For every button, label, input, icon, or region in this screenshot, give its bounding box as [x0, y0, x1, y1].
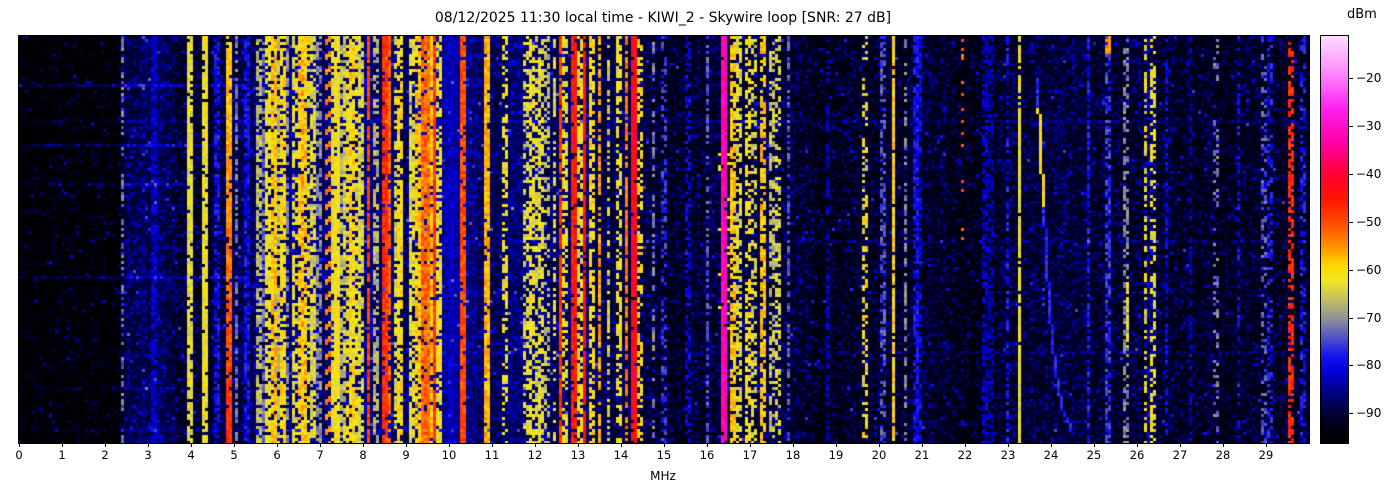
x-tick-mark: [836, 443, 837, 447]
x-tick-mark: [62, 443, 63, 447]
x-tick-mark: [492, 443, 493, 447]
colorbar-ticks: −20 −30 −40 −50 −60 −70 −80 −90: [1349, 35, 1399, 442]
x-tick-mark: [105, 443, 106, 447]
x-tick-label: 22: [957, 448, 973, 462]
x-tick-mark: [793, 443, 794, 447]
x-tick-mark: [234, 443, 235, 447]
waterfall-heatmap: [19, 36, 1309, 443]
x-axis-label: MHz: [650, 469, 676, 483]
x-tick-mark: [277, 443, 278, 447]
x-tick-mark: [621, 443, 622, 447]
x-tick-mark: [1008, 443, 1009, 447]
colorbar-unit-label: dBm: [1347, 7, 1377, 22]
colorbar-tick-mark: [1349, 413, 1353, 415]
colorbar-tick-label: −70: [1356, 310, 1382, 325]
colorbar-tick-mark: [1349, 173, 1353, 175]
x-tick-label: 21: [914, 448, 930, 462]
x-tick-mark: [750, 443, 751, 447]
x-tick-mark: [1137, 443, 1138, 447]
x-tick-mark: [148, 443, 149, 447]
x-tick-label: 11: [484, 448, 500, 462]
x-tick-mark: [1266, 443, 1267, 447]
colorbar-tick-mark: [1349, 317, 1353, 319]
colorbar-tick-label: −20: [1356, 71, 1382, 86]
x-tick-label: 7: [316, 448, 324, 462]
x-tick-mark: [1051, 443, 1052, 447]
x-tick-mark: [664, 443, 665, 447]
x-tick-label: 19: [828, 448, 844, 462]
colorbar-tick-mark: [1349, 365, 1353, 367]
colorbar-tick-label: −80: [1356, 358, 1382, 373]
x-tick-label: 26: [1129, 448, 1145, 462]
colorbar-tick-mark: [1349, 78, 1353, 80]
x-tick-mark: [19, 443, 20, 447]
x-tick-label: 5: [230, 448, 238, 462]
x-tick-label: 6: [273, 448, 281, 462]
colorbar-tick-label: −50: [1356, 214, 1382, 229]
x-tick-mark: [879, 443, 880, 447]
x-tick-label: 27: [1172, 448, 1188, 462]
x-tick-label: 14: [613, 448, 629, 462]
colorbar-gradient: [1321, 36, 1348, 443]
x-tick-label: 4: [187, 448, 195, 462]
x-tick-mark: [1180, 443, 1181, 447]
x-tick-label: 29: [1258, 448, 1274, 462]
x-tick-label: 28: [1215, 448, 1231, 462]
x-tick-label: 1: [58, 448, 66, 462]
x-tick-label: 25: [1086, 448, 1102, 462]
x-tick-label: 23: [1000, 448, 1016, 462]
x-tick-label: 20: [871, 448, 887, 462]
colorbar-tick-label: −90: [1356, 406, 1382, 421]
x-tick-label: 10: [441, 448, 457, 462]
x-tick-mark: [449, 443, 450, 447]
x-tick-label: 18: [785, 448, 801, 462]
x-tick-label: 16: [699, 448, 715, 462]
x-tick-mark: [1094, 443, 1095, 447]
colorbar-tick-mark: [1349, 269, 1353, 271]
x-tick-mark: [707, 443, 708, 447]
colorbar: [1320, 35, 1349, 444]
x-tick-label: 12: [527, 448, 543, 462]
colorbar-tick-label: −30: [1356, 118, 1382, 133]
x-tick-label: 3: [144, 448, 152, 462]
x-tick-mark: [965, 443, 966, 447]
colorbar-tick-label: −60: [1356, 262, 1382, 277]
x-tick-label: 15: [656, 448, 672, 462]
x-tick-mark: [922, 443, 923, 447]
x-tick-mark: [320, 443, 321, 447]
x-tick-label: 13: [570, 448, 586, 462]
x-tick-label: 17: [742, 448, 758, 462]
x-tick-mark: [535, 443, 536, 447]
x-tick-mark: [578, 443, 579, 447]
x-tick-label: 8: [359, 448, 367, 462]
waterfall-plot-area: [18, 35, 1310, 444]
colorbar-tick-label: −40: [1356, 166, 1382, 181]
x-tick-mark: [363, 443, 364, 447]
x-axis: 0 1 2 3 4 5 6 7 8 9 10 11 12 13 14 15 16 17 18 19 20 21 22 23 24…: [15, 443, 1310, 465]
chart-title: 08/12/2025 11:30 local time - KIWI_2 - S…: [434, 10, 892, 26]
x-tick-mark: [1223, 443, 1224, 447]
colorbar-tick-mark: [1349, 125, 1353, 127]
x-tick-mark: [406, 443, 407, 447]
x-tick-label: 24: [1043, 448, 1059, 462]
x-tick-mark: [191, 443, 192, 447]
x-tick-label: 0: [15, 448, 23, 462]
x-tick-label: 9: [402, 448, 410, 462]
colorbar-tick-mark: [1349, 221, 1353, 223]
x-tick-label: 2: [101, 448, 109, 462]
